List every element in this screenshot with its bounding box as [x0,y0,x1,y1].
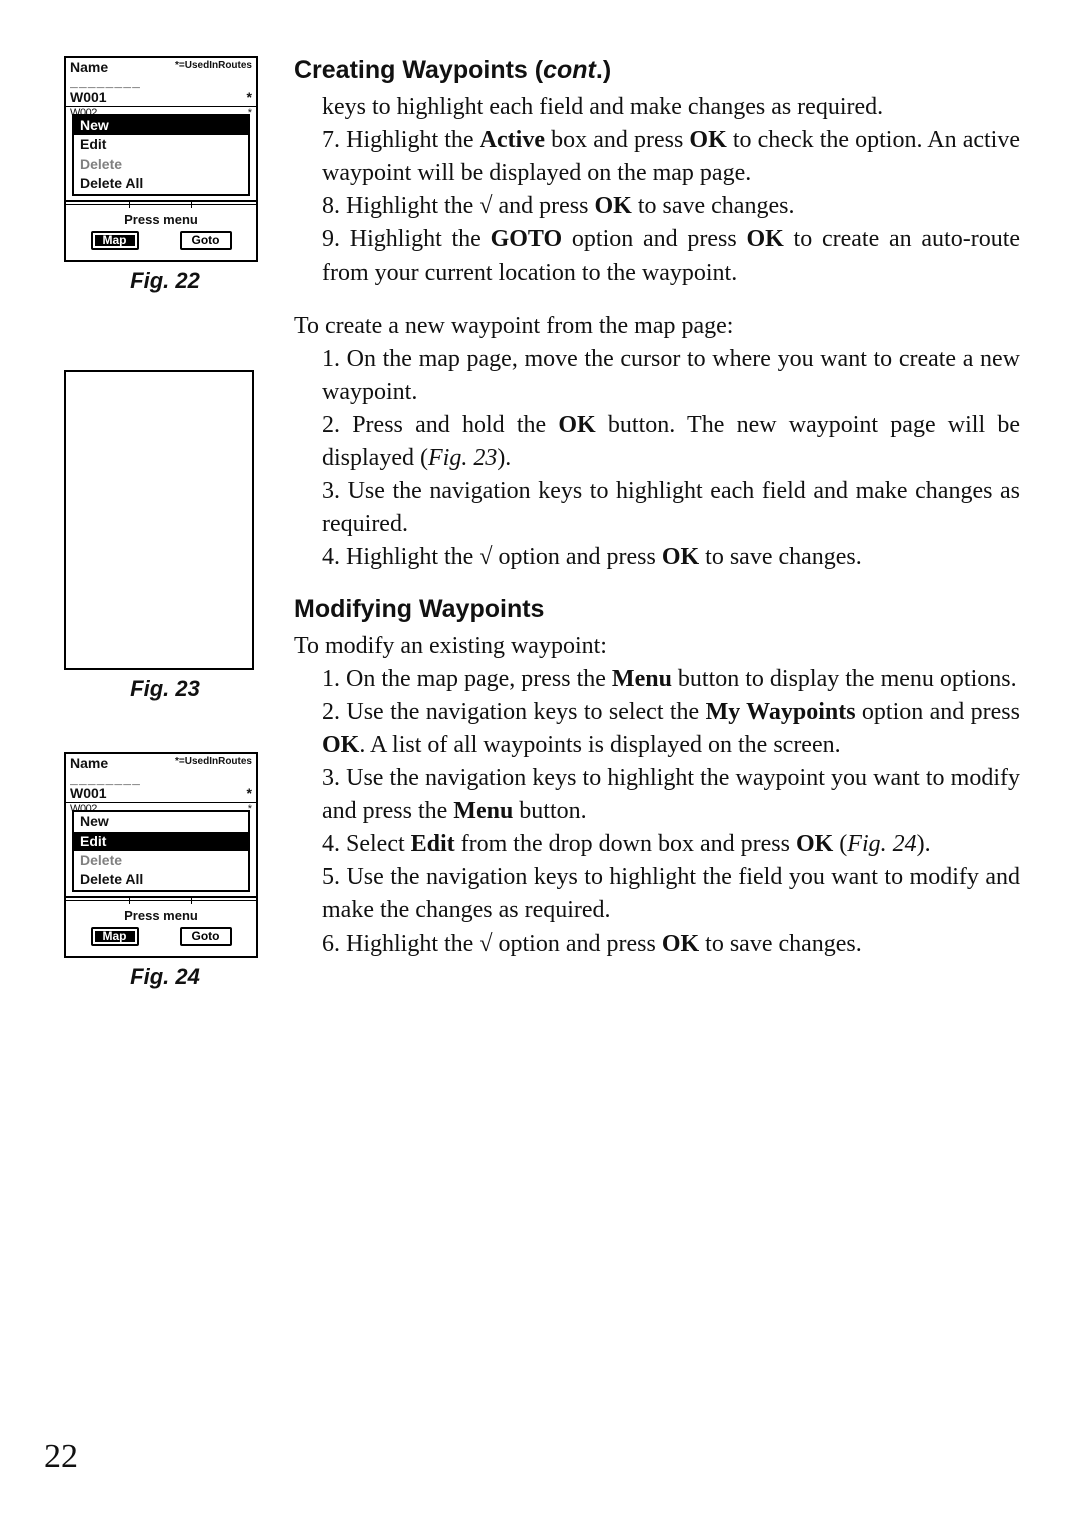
press-menu-label: Press menu [66,909,256,923]
body-text: 5. Use the navigation keys to highlight … [322,861,1020,927]
heading-creating-waypoints: Creating Waypoints (cont.) [294,56,1020,85]
press-menu-label: Press menu [66,213,256,227]
col-header-name: Name [70,60,108,75]
col-header-used: *=UsedInRoutes [175,756,252,771]
col-header-name: Name [70,756,108,771]
body-text: 3. Use the navigation keys to highlight … [322,475,1020,541]
figure-22-screenshot: Name *=UsedInRoutes ________ W001 * W002… [64,56,258,262]
figure-24-screenshot: Name *=UsedInRoutes ________ W001 * W002… [64,752,258,958]
lead-text: To create a new waypoint from the map pa… [294,310,1020,343]
waypoint-row: W001 * [66,90,256,105]
fig23-caption: Fig. 23 [60,676,270,702]
body-text: 3. Use the navigation keys to highlight … [322,762,1020,828]
body-text: 4. Select Edit from the drop down box an… [322,828,1020,861]
col-header-used: *=UsedInRoutes [175,60,252,75]
lead-text: To modify an existing waypoint: [294,630,1020,663]
menu-item-delete[interactable]: Delete [74,851,248,870]
body-text: 4. Highlight the √ option and press OK t… [322,541,1020,574]
menu-item-delete-all[interactable]: Delete All [74,870,248,889]
heading-modifying-waypoints: Modifying Waypoints [294,595,1020,624]
dash-row: ________ [66,772,256,786]
menu-item-edit[interactable]: Edit [74,135,248,154]
body-text: 8. Highlight the √ and press OK to save … [322,190,1020,223]
fig24-caption: Fig. 24 [60,964,270,990]
page-number: 22 [44,1438,78,1476]
body-text: 9. Highlight the GOTO option and press O… [322,223,1020,289]
context-menu: New Edit Delete Delete All [72,114,250,196]
menu-item-new[interactable]: New [74,812,248,831]
menu-item-delete-all[interactable]: Delete All [74,174,248,193]
goto-button[interactable]: Goto [180,231,232,250]
body-text: 1. On the map page, move the cursor to w… [322,343,1020,409]
body-text: 2. Use the navigation keys to select the… [322,696,1020,762]
dash-row: ________ [66,75,256,89]
body-text: 1. On the map page, press the Menu butto… [322,663,1020,696]
map-button[interactable]: Map [91,927,139,946]
waypoint-row: W001 * [66,786,256,801]
body-text: 7. Highlight the Active box and press OK… [322,124,1020,190]
map-button[interactable]: Map [91,231,139,250]
goto-button[interactable]: Goto [180,927,232,946]
menu-item-new[interactable]: New [74,116,248,135]
menu-item-edit[interactable]: Edit [74,832,248,851]
body-text: 6. Highlight the √ option and press OK t… [322,928,1020,961]
figure-23-screenshot [64,370,254,670]
fig22-caption: Fig. 22 [60,268,270,294]
menu-item-delete[interactable]: Delete [74,155,248,174]
context-menu: New Edit Delete Delete All [72,810,250,892]
body-text: keys to highlight each field and make ch… [322,91,1020,124]
body-text: 2. Press and hold the OK button. The new… [322,409,1020,475]
